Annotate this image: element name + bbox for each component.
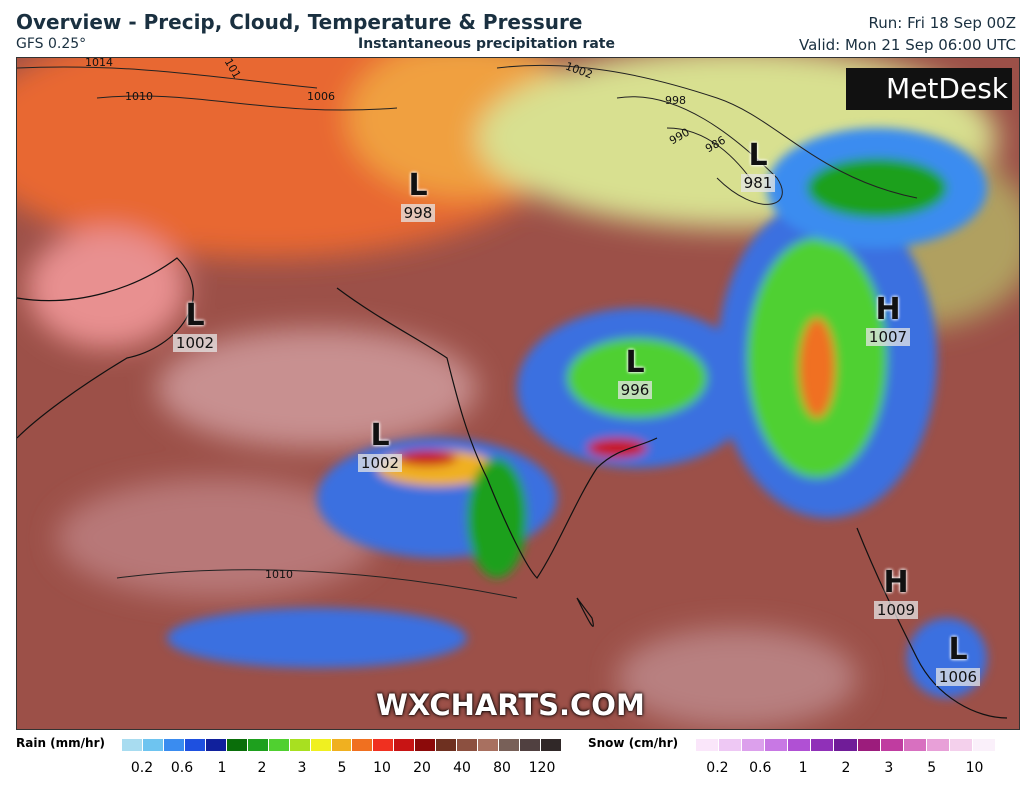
scale-swatch (541, 739, 563, 751)
map-layers (17, 58, 1019, 728)
isobars (17, 64, 918, 599)
scale-label: 20 (413, 760, 431, 776)
scale-swatch (163, 739, 185, 751)
scale-swatch (765, 739, 789, 751)
scale-label: 3 (884, 760, 894, 776)
isobar-label: 1006 (307, 90, 335, 103)
logo: MetDesk (846, 68, 1012, 110)
scale-swatch (289, 739, 311, 751)
scale-swatch (415, 739, 437, 751)
scale-swatch (122, 739, 143, 751)
scale-label: 1 (798, 760, 808, 776)
scale-swatch (696, 739, 720, 751)
rain-legend-title: Rain (mm/hr) (16, 736, 105, 750)
watermark: WXCHARTS.COM (376, 688, 645, 722)
scale-swatch (903, 739, 927, 751)
scale-swatch (972, 739, 997, 751)
scale-swatch (788, 739, 812, 751)
system-type: H (883, 565, 909, 600)
scale-swatch (331, 739, 353, 751)
system-type: L (625, 345, 645, 380)
isobar-label: 1014 (85, 57, 113, 69)
scale-label: 5 (927, 760, 937, 776)
scale-label: 3 (297, 760, 307, 776)
scale-swatch (394, 739, 416, 751)
scale-swatch (310, 739, 332, 751)
pressure-system: L 1002 (165, 298, 225, 352)
isobar-label: 1010 (125, 90, 153, 103)
snow-legend-title: Snow (cm/hr) (588, 736, 679, 750)
model: GFS 0.25° (16, 36, 87, 52)
scale-swatch (520, 739, 542, 751)
system-pressure: 996 (617, 381, 653, 399)
scale-swatch (247, 739, 269, 751)
pressure-system: L 1002 (350, 418, 410, 472)
title: Overview - Precip, Cloud, Temperature & … (16, 10, 583, 34)
valid: Valid: Mon 21 Sep 06:00 UTC (799, 36, 1016, 54)
scale-swatch (205, 739, 227, 751)
snow-scale (696, 739, 997, 751)
system-pressure: 1002 (357, 454, 403, 472)
scale-swatch (478, 739, 500, 751)
system-pressure: 1009 (873, 601, 919, 619)
map: 1014 101 1010 1006 1002 998 990 986 1010 (16, 57, 1020, 730)
system-pressure: 1007 (865, 328, 911, 346)
system-pressure: 1002 (172, 334, 218, 352)
scale-label: 0.6 (749, 760, 772, 776)
pressure-system: L 998 (388, 168, 448, 222)
subtitle: Instantaneous precipitation rate (358, 36, 615, 52)
system-pressure: 1006 (935, 668, 981, 686)
scale-label: 2 (841, 760, 851, 776)
rain-scale (122, 739, 563, 751)
scale-swatch (949, 739, 973, 751)
scale-label: 80 (493, 760, 511, 776)
scale-swatch (373, 739, 395, 751)
run: Run: Fri 18 Sep 00Z (868, 14, 1016, 32)
system-type: L (408, 168, 428, 203)
scale-swatch (436, 739, 458, 751)
scale-swatch (226, 739, 248, 751)
coastlines (17, 257, 1008, 719)
scale-label: 0.2 (130, 760, 154, 776)
scale-swatch (880, 739, 904, 751)
system-pressure: 998 (400, 204, 436, 222)
scale-swatch (926, 739, 950, 751)
scale-label: 5 (337, 760, 347, 776)
scale-swatch (268, 739, 290, 751)
isobar-label: 1010 (265, 568, 293, 581)
scale-swatch (742, 739, 766, 751)
scale-swatch (142, 739, 164, 751)
scale-swatch (719, 739, 743, 751)
system-type: L (748, 138, 768, 173)
scale-label: 120 (528, 760, 556, 776)
scale-swatch (857, 739, 881, 751)
isobar-label: 998 (665, 94, 686, 107)
pressure-system: L 1006 (928, 632, 988, 686)
system-type: L (948, 632, 968, 667)
system-type: L (370, 418, 390, 453)
scale-label: 1 (217, 760, 227, 776)
system-type: H (875, 292, 901, 327)
scale-label: 10 (965, 760, 984, 776)
pressure-system: L 981 (728, 138, 788, 192)
pressure-system: H 1007 (858, 292, 918, 346)
pressure-system: H 1009 (866, 565, 926, 619)
scale-swatch (184, 739, 206, 751)
scale-label: 0.2 (706, 760, 729, 776)
system-type: L (185, 298, 205, 333)
scale-swatch (352, 739, 374, 751)
scale-label: 0.6 (170, 760, 194, 776)
system-pressure: 981 (740, 174, 776, 192)
scale-swatch (457, 739, 479, 751)
scale-label: 2 (257, 760, 267, 776)
scale-swatch (834, 739, 858, 751)
scale-label: 10 (373, 760, 391, 776)
scale-label: 40 (453, 760, 471, 776)
pressure-system: L 996 (605, 345, 665, 399)
scale-swatch (811, 739, 835, 751)
scale-swatch (499, 739, 521, 751)
